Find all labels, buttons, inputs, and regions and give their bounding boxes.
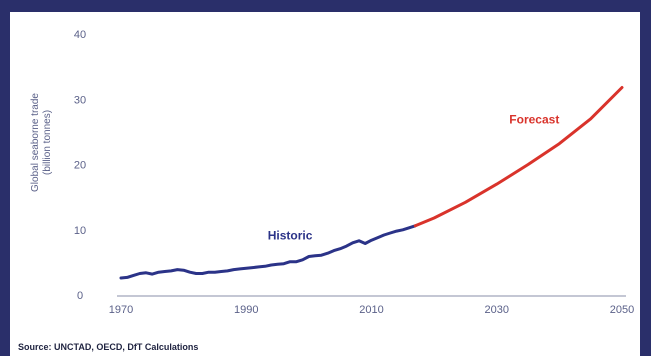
y-axis-label: Global seaborne trade(billion tonnes) — [30, 93, 53, 192]
series-line-historic — [119, 224, 417, 280]
x-tick-label: 1990 — [234, 304, 258, 316]
y-tick-label: 10 — [74, 225, 86, 237]
x-tick-label: 1970 — [109, 304, 133, 316]
series-label-historic: Historic — [268, 229, 313, 243]
source-note: Source: UNCTAD, OECD, DfT Calculations — [18, 342, 199, 352]
y-tick-label: 0 — [77, 290, 83, 302]
y-tick-label: 30 — [74, 94, 86, 106]
x-tick-label: 2010 — [359, 304, 383, 316]
chart-panel: 0 10 20 30 40 1970 1990 2010 2030 2050 Global seab… — [10, 12, 640, 356]
y-tick-label: 40 — [74, 29, 86, 41]
series-line-forecast — [413, 86, 624, 228]
x-tick-label: 2050 — [610, 304, 634, 316]
x-tick-label: 2030 — [485, 304, 509, 316]
y-tick-label: 20 — [74, 160, 86, 172]
series-label-forecast: Forecast — [509, 112, 559, 126]
